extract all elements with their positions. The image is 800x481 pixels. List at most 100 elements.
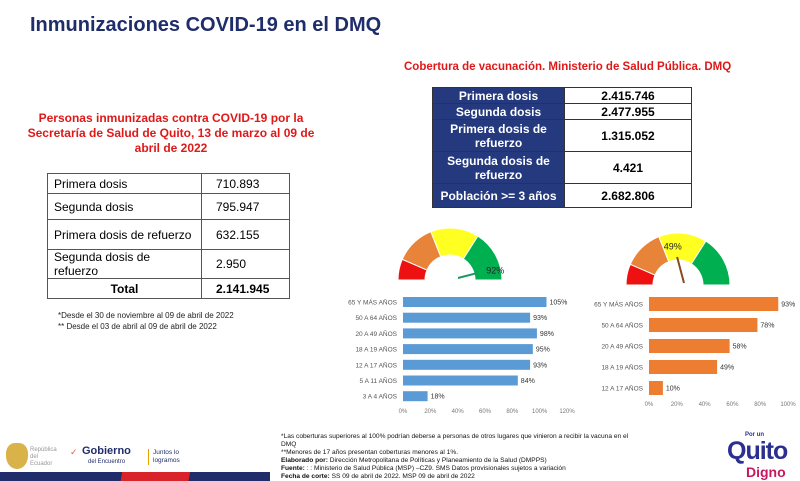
gauge-segment — [690, 240, 731, 286]
row-value: 2.682.806 — [564, 183, 692, 208]
bar — [403, 359, 531, 370]
axis-tick-label: 0% — [645, 402, 654, 408]
bar-value-label: 58% — [733, 344, 747, 351]
row-value: 4.421 — [564, 151, 692, 184]
bar-value-label: 93% — [533, 315, 547, 322]
encuentro-logo-text: del Encuentro — [88, 459, 126, 465]
axis-tick-label: 20% — [671, 402, 684, 408]
republica-logo-text: República del Ecuador — [30, 447, 57, 467]
row-value: 710.893 — [201, 173, 290, 194]
bar-value-label: 10% — [666, 386, 680, 393]
axis-tick-label: 80% — [754, 402, 767, 408]
bar-value-label: 49% — [720, 365, 734, 372]
bar-category-label: 20 A 49 AÑOS — [601, 342, 643, 351]
gauge-segment — [462, 235, 503, 281]
quito-logo-text: Quito — [727, 437, 788, 465]
bar — [649, 297, 779, 311]
table-row: Primera dosis 710.893 — [47, 173, 290, 194]
value: Dirección Metropolitana de Políticas y P… — [327, 457, 547, 464]
table-row: Población >= 3 años 2.682.806 — [432, 183, 692, 208]
bar-category-label: 50 A 64 AÑOS — [355, 313, 397, 322]
gauge-value-label: 92% — [486, 265, 504, 275]
row-value: 2.950 — [201, 249, 290, 279]
ecuador-coat-of-arms-logo — [6, 443, 28, 469]
bar-value-label: 105% — [550, 300, 568, 307]
axis-tick-label: 60% — [726, 402, 739, 408]
bar — [403, 344, 533, 355]
axis-tick-label: 100% — [780, 402, 796, 408]
row-label: Población >= 3 años — [432, 183, 565, 208]
table-row: Primera dosis de refuerzo 1.315.052 — [432, 119, 692, 152]
page-title: Inmunizaciones COVID-19 en el DMQ — [30, 14, 382, 36]
axis-tick-label: 100% — [532, 409, 548, 415]
bar-category-label: 12 A 17 AÑOS — [601, 384, 643, 393]
bar-category-label: 3 A 4 AÑOS — [363, 392, 398, 401]
axis-tick-label: 40% — [452, 409, 465, 415]
row-label: Primera dosis de refuerzo — [432, 119, 565, 152]
bar-value-label: 98% — [540, 331, 554, 338]
row-value: 2.415.746 — [564, 87, 692, 104]
label: Elaborado por: — [281, 457, 328, 464]
axis-tick-label: 40% — [699, 402, 712, 408]
bar — [403, 391, 428, 402]
bar — [403, 328, 537, 339]
axis-tick-label: 20% — [424, 409, 437, 415]
note: ** Desde el 03 de abril al 09 de abril d… — [58, 322, 217, 331]
row-label: Primera dosis — [47, 173, 202, 194]
bar — [649, 339, 730, 353]
bar-value-label: 84% — [521, 378, 535, 385]
bar-category-label: 50 A 64 AÑOS — [601, 321, 643, 330]
row-label: Primera dosis — [432, 87, 565, 104]
bar-value-label: 78% — [760, 323, 774, 330]
footnote-elaborado: Elaborado por: Dirección Metropolitana d… — [281, 457, 631, 465]
row-value: 1.315.052 — [564, 119, 692, 152]
bar-value-label: 93% — [533, 362, 547, 369]
bar-value-label: 95% — [536, 347, 550, 354]
gauge-value-label: 49% — [664, 242, 682, 252]
label: Fuente: — [281, 465, 305, 472]
row-value: 632.155 — [201, 219, 290, 250]
axis-tick-label: 80% — [506, 409, 519, 415]
footnote-fuente: Fuente: : : Ministerio de Salud Pública … — [281, 465, 631, 473]
total-label: Total — [47, 278, 202, 299]
gauge-needle — [457, 272, 478, 279]
gobierno-logo-mark: ✓ — [70, 447, 78, 457]
gauge-needle — [676, 256, 685, 284]
footer-stripe — [0, 472, 270, 481]
digno-logo-text: Digno — [746, 464, 786, 480]
bar-category-label: 65 Y MÁS AÑOS — [348, 298, 398, 307]
total-row: Total 2.141.945 — [47, 278, 290, 299]
row-label: Segunda dosis de refuerzo — [432, 151, 565, 184]
table-row: Segunda dosis de refuerzo 4.421 — [432, 151, 692, 184]
footnote-fecha: Fecha de corte: SS 09 de abril de 2022. … — [281, 473, 631, 481]
bar-category-label: 65 Y MÁS AÑOS — [594, 300, 644, 309]
bar — [403, 297, 547, 307]
axis-tick-label: 120% — [559, 409, 575, 415]
bar-value-label: 93% — [781, 302, 795, 309]
label: Fecha de corte: — [281, 473, 330, 480]
row-label: Segunda dosis — [432, 103, 565, 120]
bar — [649, 318, 758, 332]
axis-tick-label: 60% — [479, 409, 492, 415]
table-row: Primera dosis 2.415.746 — [432, 87, 692, 104]
bar — [649, 360, 718, 374]
bar — [403, 312, 531, 323]
notes: *Desde el 30 de noviembre al 09 de abril… — [58, 310, 234, 332]
bar — [403, 375, 518, 386]
right-heading: Cobertura de vacunación. Ministerio de S… — [404, 61, 732, 73]
left-table: Primera dosis 710.893 Segunda dosis 795.94… — [47, 173, 290, 299]
bar-category-label: 18 A 19 AÑOS — [601, 363, 643, 372]
bar — [649, 381, 663, 395]
bar-category-label: 12 A 17 AÑOS — [355, 360, 397, 369]
bar-category-label: 5 A 11 AÑOS — [360, 376, 398, 385]
footnote-line: **Menores de 17 años presentan cobertura… — [281, 449, 459, 456]
axis-tick-label: 0% — [399, 409, 408, 415]
footnote: *Las coberturas superiores al 100% podrí… — [281, 433, 631, 481]
row-value: 2.477.955 — [564, 103, 692, 120]
note: *Desde el 30 de noviembre al 09 de abril… — [58, 311, 234, 320]
bar-category-label: 20 A 49 AÑOS — [355, 329, 397, 338]
porun-logo-text: Por un — [745, 432, 764, 438]
table-row: Segunda dosis 2.477.955 — [432, 103, 692, 120]
